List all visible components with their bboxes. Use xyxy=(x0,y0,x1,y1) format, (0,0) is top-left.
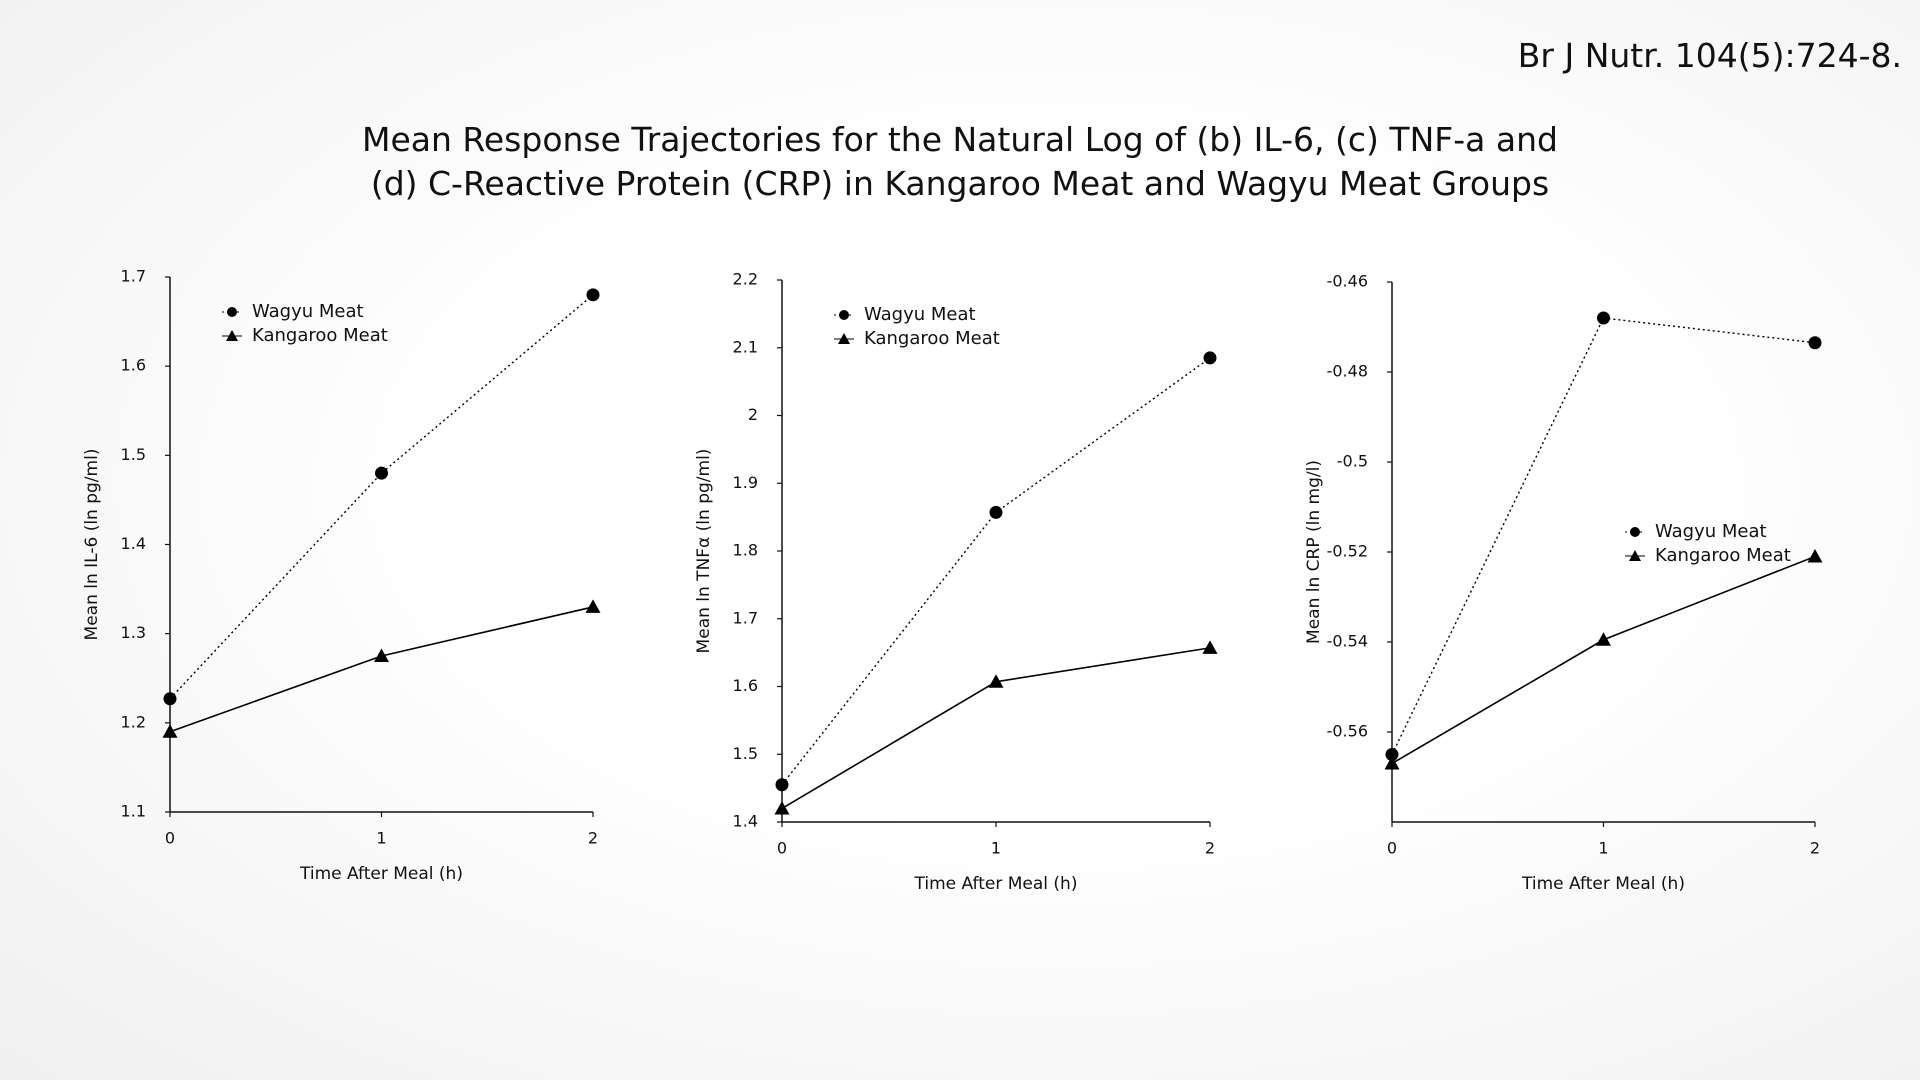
marker xyxy=(989,505,1003,519)
y-tick-label: 1.6 xyxy=(733,676,758,695)
y-tick-label: -0.46 xyxy=(1327,272,1368,291)
legend-marker xyxy=(839,310,849,320)
marker xyxy=(1807,549,1823,563)
marker xyxy=(585,599,601,613)
y-tick-label: 1.3 xyxy=(121,623,146,642)
legend-marker xyxy=(1629,550,1641,561)
marker xyxy=(1808,336,1822,350)
y-tick-label: 2.1 xyxy=(733,337,758,356)
y-axis-label: Mean ln TNFα (ln pg/ml) xyxy=(694,449,714,654)
series-line xyxy=(169,294,594,700)
legend-label: Kangaroo Meat xyxy=(252,325,388,346)
y-tick-label: -0.5 xyxy=(1337,452,1368,471)
y-tick-label: 1.7 xyxy=(121,267,146,286)
y-tick-label: -0.54 xyxy=(1327,632,1368,651)
series-line xyxy=(781,357,1211,786)
legend-label: Kangaroo Meat xyxy=(1655,545,1791,566)
marker xyxy=(586,288,600,302)
x-axis-label: Time After Meal (h) xyxy=(1521,874,1685,894)
legend-marker xyxy=(1630,527,1640,537)
marker xyxy=(774,800,790,815)
y-tick-label: 1.9 xyxy=(733,473,758,492)
y-tick-label: -0.56 xyxy=(1327,722,1368,741)
marker xyxy=(775,778,789,792)
x-tick-label: 1 xyxy=(1598,839,1608,858)
y-tick-label: 2.2 xyxy=(733,270,758,289)
y-tick-label: 1.6 xyxy=(121,356,146,375)
legend-marker xyxy=(226,330,238,341)
y-tick-label: 2 xyxy=(748,405,758,424)
y-tick-label: 1.7 xyxy=(733,608,758,627)
x-axis-label: Time After Meal (h) xyxy=(914,874,1078,894)
y-tick-label: 1.5 xyxy=(121,445,146,464)
y-axis-label: Mean ln CRP (ln mg/l) xyxy=(1304,460,1324,644)
marker xyxy=(1597,311,1610,325)
series-line xyxy=(781,647,1211,810)
citation: Br J Nutr. 104(5):724-8. xyxy=(1517,36,1902,75)
x-tick-label: 0 xyxy=(1387,839,1397,858)
x-tick-label: 2 xyxy=(1205,839,1215,858)
x-axis-label: Time After Meal (h) xyxy=(299,864,463,884)
y-tick-label: 1.1 xyxy=(121,802,146,821)
y-axis-label: Mean ln IL-6 (ln pg/ml) xyxy=(82,449,102,641)
series-line xyxy=(1391,555,1816,765)
page-title: Mean Response Trajectories for the Natur… xyxy=(362,120,1558,203)
marker xyxy=(1385,748,1399,761)
marker xyxy=(1202,640,1218,654)
y-tick-label: 1.4 xyxy=(121,534,146,553)
series-line xyxy=(169,606,594,733)
marker xyxy=(1596,632,1611,646)
y-tick-label: -0.48 xyxy=(1327,362,1368,381)
legend-label: Wagyu Meat xyxy=(252,301,364,322)
x-tick-label: 0 xyxy=(777,839,787,858)
legend-marker xyxy=(838,333,850,344)
x-tick-label: 1 xyxy=(376,829,386,848)
legend-label: Wagyu Meat xyxy=(1655,521,1767,542)
y-tick-label: 1.2 xyxy=(121,712,146,731)
y-tick-label: 1.5 xyxy=(733,744,758,763)
marker xyxy=(988,674,1004,688)
legend-label: Kangaroo Meat xyxy=(864,328,1000,349)
legend-marker xyxy=(227,307,237,317)
x-tick-label: 2 xyxy=(588,829,598,848)
marker xyxy=(163,692,177,706)
marker xyxy=(162,724,178,738)
marker xyxy=(374,648,389,662)
x-tick-label: 0 xyxy=(165,829,175,848)
y-tick-label: 1.8 xyxy=(733,541,758,560)
marker xyxy=(1203,351,1217,365)
y-tick-label: -0.52 xyxy=(1327,542,1368,561)
x-tick-label: 2 xyxy=(1810,839,1820,858)
x-tick-label: 1 xyxy=(991,839,1001,858)
marker xyxy=(1384,756,1400,770)
marker xyxy=(375,466,388,480)
y-tick-label: 1.4 xyxy=(733,812,758,831)
legend-label: Wagyu Meat xyxy=(864,304,976,325)
